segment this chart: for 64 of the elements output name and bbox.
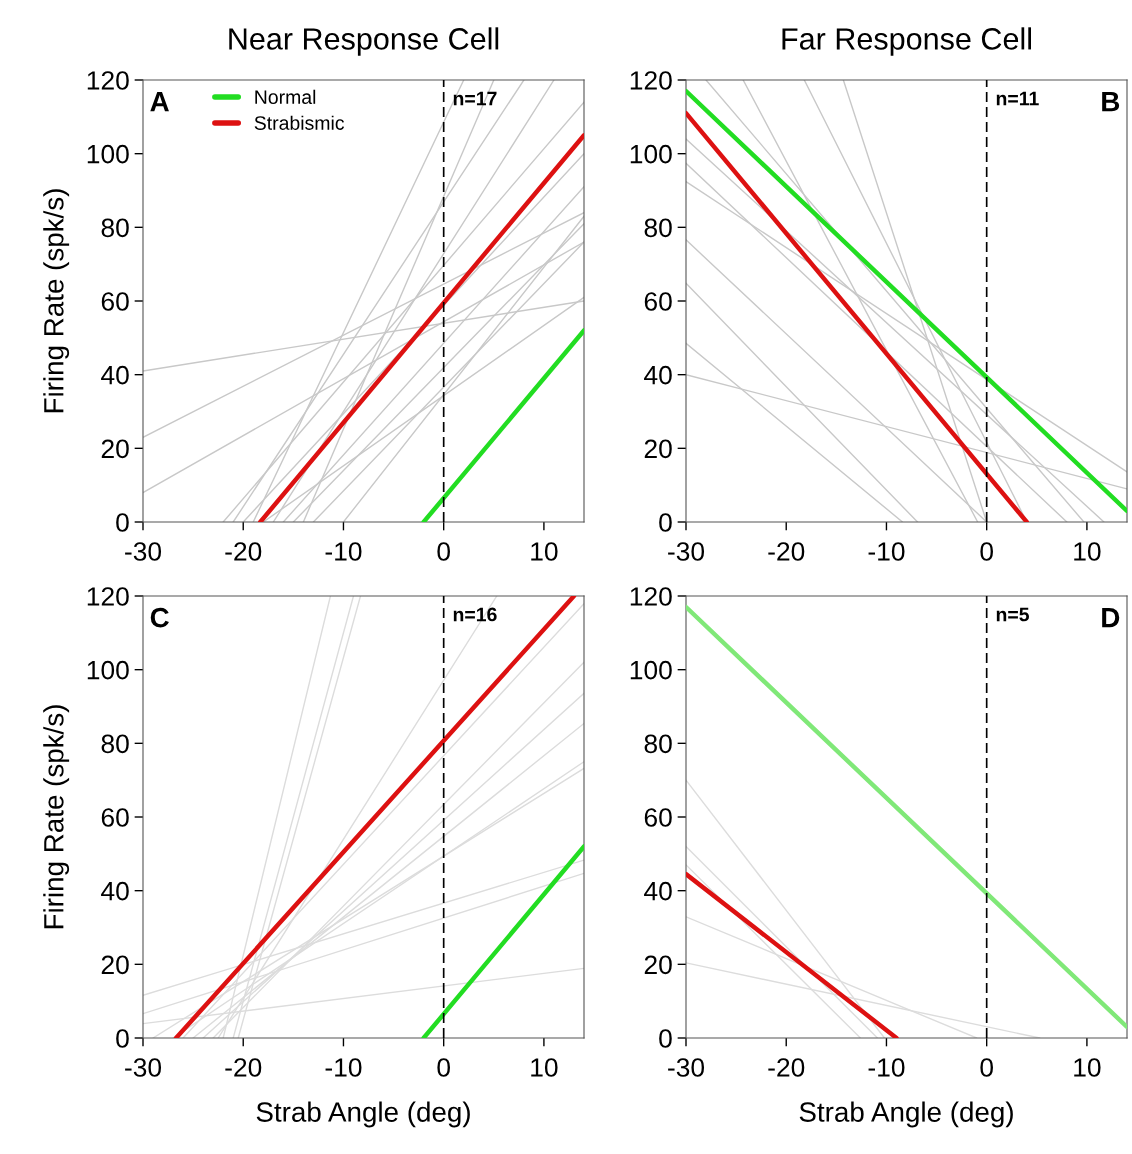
annotation: n=17: [453, 91, 497, 106]
y-tick-label: 0: [116, 513, 129, 532]
y-tick-label: 20: [101, 955, 129, 975]
y-axis-title: Firing Rate (spk/s): [43, 705, 70, 929]
x-tick-label: -30: [668, 542, 705, 561]
x-axis-title: Strab Angle (deg): [799, 1101, 1013, 1128]
legend-label: Normal: [255, 89, 316, 104]
chart-title: Near Response Cell: [229, 27, 499, 56]
y-tick-label: 20: [644, 439, 672, 459]
y-tick-label: 20: [644, 955, 672, 975]
x-tick-label: -20: [225, 542, 262, 561]
y-tick-label: 60: [101, 808, 129, 827]
chart-title: Far Response Cell: [782, 27, 1031, 56]
y-tick-label: 0: [659, 513, 672, 532]
x-tick-label: 10: [531, 542, 558, 561]
x-tick-label: 0: [437, 542, 450, 561]
annotation: D: [1102, 608, 1120, 628]
x-tick-label: -30: [668, 1058, 705, 1077]
x-tick-label: -20: [768, 1058, 805, 1077]
y-tick-label: 60: [644, 808, 672, 827]
y-tick-label: 20: [101, 439, 129, 459]
y-tick-label: 40: [101, 881, 129, 901]
x-tick-label: -20: [225, 1058, 262, 1077]
x-tick-label: -30: [125, 1058, 162, 1077]
x-tick-label: -10: [325, 542, 362, 561]
y-tick-label: 60: [644, 292, 672, 311]
legend-label: Strabismic: [254, 115, 345, 130]
annotation: n=11: [996, 91, 1039, 106]
x-tick-label: 0: [437, 1058, 450, 1077]
annotation: n=5: [996, 607, 1030, 622]
y-tick-label: 120: [630, 71, 672, 90]
y-tick-label: 40: [644, 365, 672, 385]
y-tick-label: 100: [87, 660, 129, 680]
annotation: C: [150, 607, 169, 628]
y-tick-label: 0: [116, 1029, 129, 1048]
y-tick-label: 0: [659, 1029, 672, 1048]
x-tick-label: 10: [531, 1058, 558, 1077]
y-axis-title: Firing Rate (spk/s): [43, 189, 70, 413]
x-tick-label: -10: [868, 542, 905, 561]
x-axis-title: Strab Angle (deg): [256, 1101, 470, 1128]
y-tick-label: 40: [101, 365, 129, 385]
x-tick-label: 0: [980, 1058, 993, 1077]
annotation: A: [150, 92, 169, 112]
y-tick-label: 80: [101, 734, 129, 754]
x-tick-label: 10: [1074, 542, 1101, 561]
y-tick-label: 80: [644, 218, 672, 238]
annotation: n=16: [453, 607, 497, 622]
y-tick-label: 80: [101, 218, 129, 238]
y-tick-label: 100: [87, 144, 129, 164]
y-tick-label: 100: [630, 144, 672, 164]
y-tick-label: 60: [101, 292, 129, 311]
x-tick-label: -10: [325, 1058, 362, 1077]
x-tick-label: 0: [980, 542, 993, 561]
y-tick-label: 100: [630, 660, 672, 680]
y-tick-label: 120: [630, 587, 672, 606]
x-tick-label: 10: [1074, 1058, 1101, 1077]
annotation: B: [1102, 92, 1120, 112]
y-tick-label: 120: [87, 587, 129, 606]
y-tick-label: 40: [644, 881, 672, 901]
x-tick-label: -30: [125, 542, 162, 561]
y-tick-label: 120: [87, 71, 129, 90]
x-tick-label: -10: [868, 1058, 905, 1077]
x-tick-label: -20: [768, 542, 805, 561]
y-tick-label: 80: [644, 734, 672, 754]
